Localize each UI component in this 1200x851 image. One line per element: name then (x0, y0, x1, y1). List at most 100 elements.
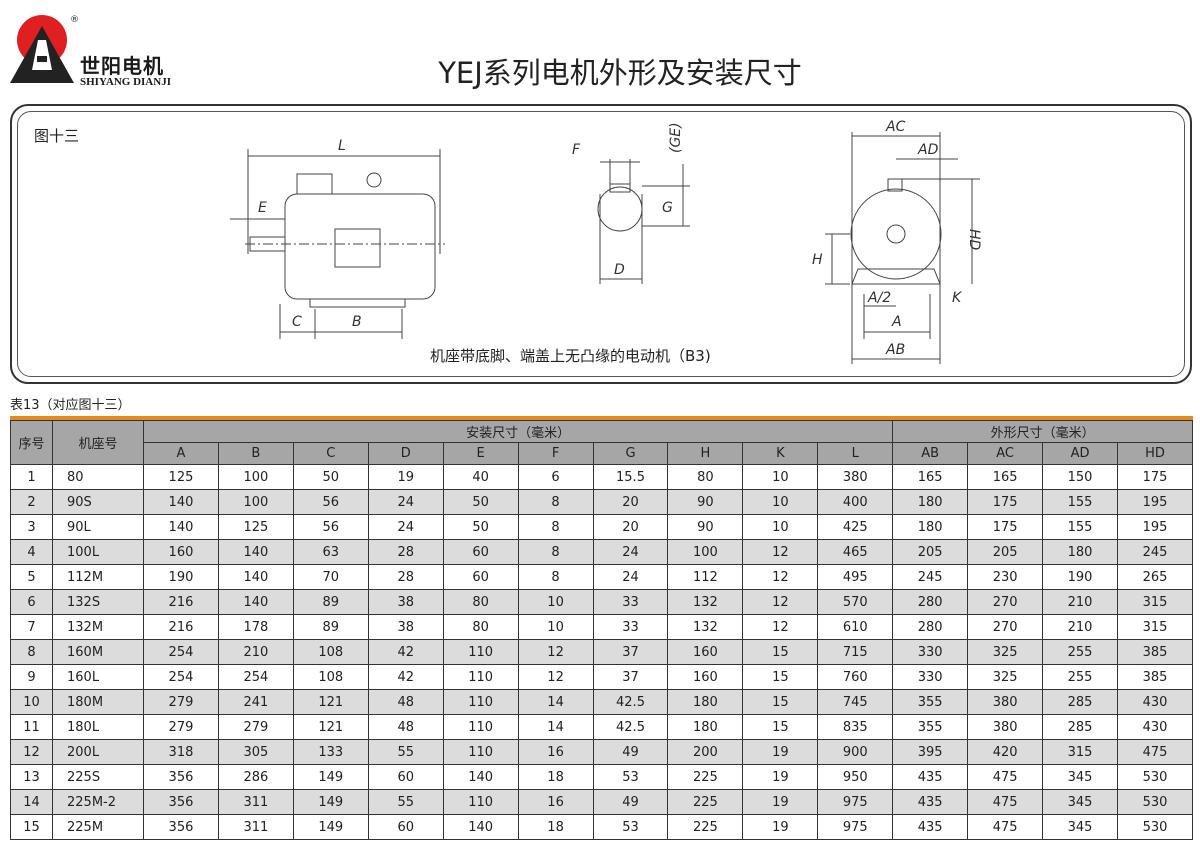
dim-label-L: L (338, 138, 346, 154)
table-cell: 12 (517, 639, 594, 665)
table-cell: 15.5 (592, 464, 669, 490)
table-cell: 19 (742, 814, 819, 840)
table-cell: 175 (967, 514, 1044, 540)
dimension-drawings: L E C B F (GE) G D AC AD HD H A/2 K (230, 119, 982, 364)
table-cell: 160L (52, 664, 144, 690)
table-cell: 11 (10, 714, 53, 740)
dimension-table: 序号 机座号 安装尺寸（毫米） 外形尺寸（毫米） A B C D E F G H K L AB AC A… (10, 420, 1194, 840)
dim-label-A2: A/2 (867, 290, 891, 306)
table-cell: 345 (1042, 764, 1118, 790)
table-cell: 33 (592, 589, 669, 615)
table-cell: 100 (217, 489, 294, 515)
table-cell: 140 (442, 764, 519, 790)
table-cell: 285 (1042, 689, 1118, 715)
table-cell: 530 (1116, 764, 1194, 790)
table-row: 14 225M-2 356 311 149 55 110 16 49 225 19 975 435 475… (10, 789, 1194, 815)
header-l: L (817, 442, 894, 465)
table-cell: 112 (667, 564, 744, 590)
dim-label-AC: AC (885, 119, 906, 135)
table-cell: 80 (442, 589, 519, 615)
table-cell: 356 (143, 814, 219, 840)
dim-label-B: B (352, 314, 362, 330)
side-view-drawing: L E C B (230, 138, 445, 339)
table-cell: 165 (892, 464, 969, 490)
table-row: 4 100L 160 140 63 28 60 8 24 100 12 465 205 205 180 245 (10, 539, 1194, 565)
table-cell: 7 (10, 614, 53, 640)
logo-mark: ® (10, 15, 79, 83)
table-cell: 10 (742, 489, 819, 515)
table-cell: 180M (52, 689, 144, 715)
table-cell: 530 (1116, 814, 1194, 840)
table-cell: 16 (517, 789, 594, 815)
table-cell: 150 (1042, 464, 1118, 490)
table-cell: 465 (817, 539, 894, 565)
table-cell: 175 (1116, 464, 1194, 490)
table-row: 1 80 125 100 50 19 40 6 15.5 80 10 380 165 165 150 175 (10, 464, 1194, 490)
table-cell: 318 (143, 739, 219, 765)
table-cell: 125 (217, 514, 294, 540)
table-cell: 8 (517, 514, 594, 540)
table-cell: 241 (217, 689, 294, 715)
table-cell: 200L (52, 739, 144, 765)
table-cell: 2 (10, 489, 53, 515)
table-cell: 70 (292, 564, 369, 590)
table-cell: 110 (442, 789, 519, 815)
table-cell: 265 (1116, 564, 1194, 590)
dim-label-C: C (292, 314, 302, 330)
table-cell: 10 (742, 464, 819, 490)
table-cell: 15 (742, 689, 819, 715)
table-cell: 50 (442, 489, 519, 515)
table-cell: 355 (892, 689, 969, 715)
table-cell: 195 (1116, 489, 1194, 515)
header-frame: 机座号 (52, 420, 144, 465)
table-cell: 180 (667, 689, 744, 715)
dim-label-AB: AB (885, 342, 905, 358)
table-cell: 108 (292, 639, 369, 665)
table-cell: 180L (52, 714, 144, 740)
table-cell: 385 (1116, 639, 1194, 665)
table-cell: 255 (1042, 639, 1118, 665)
table-cell: 100 (217, 464, 294, 490)
table-cell: 60 (367, 814, 444, 840)
table-cell: 149 (292, 814, 369, 840)
table-cell: 254 (217, 664, 294, 690)
table-cell: 20 (592, 489, 669, 515)
table-cell: 33 (592, 614, 669, 640)
table-cell: 330 (892, 664, 969, 690)
shaft-section-drawing: F (GE) G D (572, 122, 690, 284)
table-cell: 80 (442, 614, 519, 640)
table-accent-bar (10, 416, 1193, 420)
table-cell: 10 (517, 614, 594, 640)
table-cell: 345 (1042, 814, 1118, 840)
table-cell: 24 (367, 489, 444, 515)
table-cell: 345 (1042, 789, 1118, 815)
table-cell: 28 (367, 539, 444, 565)
table-cell: 355 (892, 714, 969, 740)
table-cell: 42.5 (592, 714, 669, 740)
table-cell: 90L (52, 514, 144, 540)
table-cell: 180 (892, 514, 969, 540)
table-row: 10 180M 279 241 121 48 110 14 42.5 180 15 745 355 380… (10, 689, 1194, 715)
table-cell: 160 (667, 639, 744, 665)
table-cell: 225 (667, 814, 744, 840)
header-b: B (217, 442, 294, 465)
table-cell: 385 (1116, 664, 1194, 690)
dim-label-F: F (572, 142, 581, 158)
table-cell: 110 (442, 639, 519, 665)
table-cell: 610 (817, 614, 894, 640)
dim-label-E: E (258, 200, 267, 216)
table-cell: 380 (817, 464, 894, 490)
table-cell: 216 (143, 614, 219, 640)
header-outline-group: 外形尺寸（毫米） (892, 420, 1193, 443)
table-cell: 315 (1042, 739, 1118, 765)
table-cell: 210 (217, 639, 294, 665)
table-cell: 10 (742, 514, 819, 540)
table-cell: 10 (517, 589, 594, 615)
table-cell: 132 (667, 589, 744, 615)
table-cell: 12 (742, 564, 819, 590)
table-cell: 38 (367, 589, 444, 615)
table-cell: 160M (52, 639, 144, 665)
table-cell: 325 (967, 664, 1044, 690)
table-cell: 19 (367, 464, 444, 490)
table-cell: 18 (517, 814, 594, 840)
